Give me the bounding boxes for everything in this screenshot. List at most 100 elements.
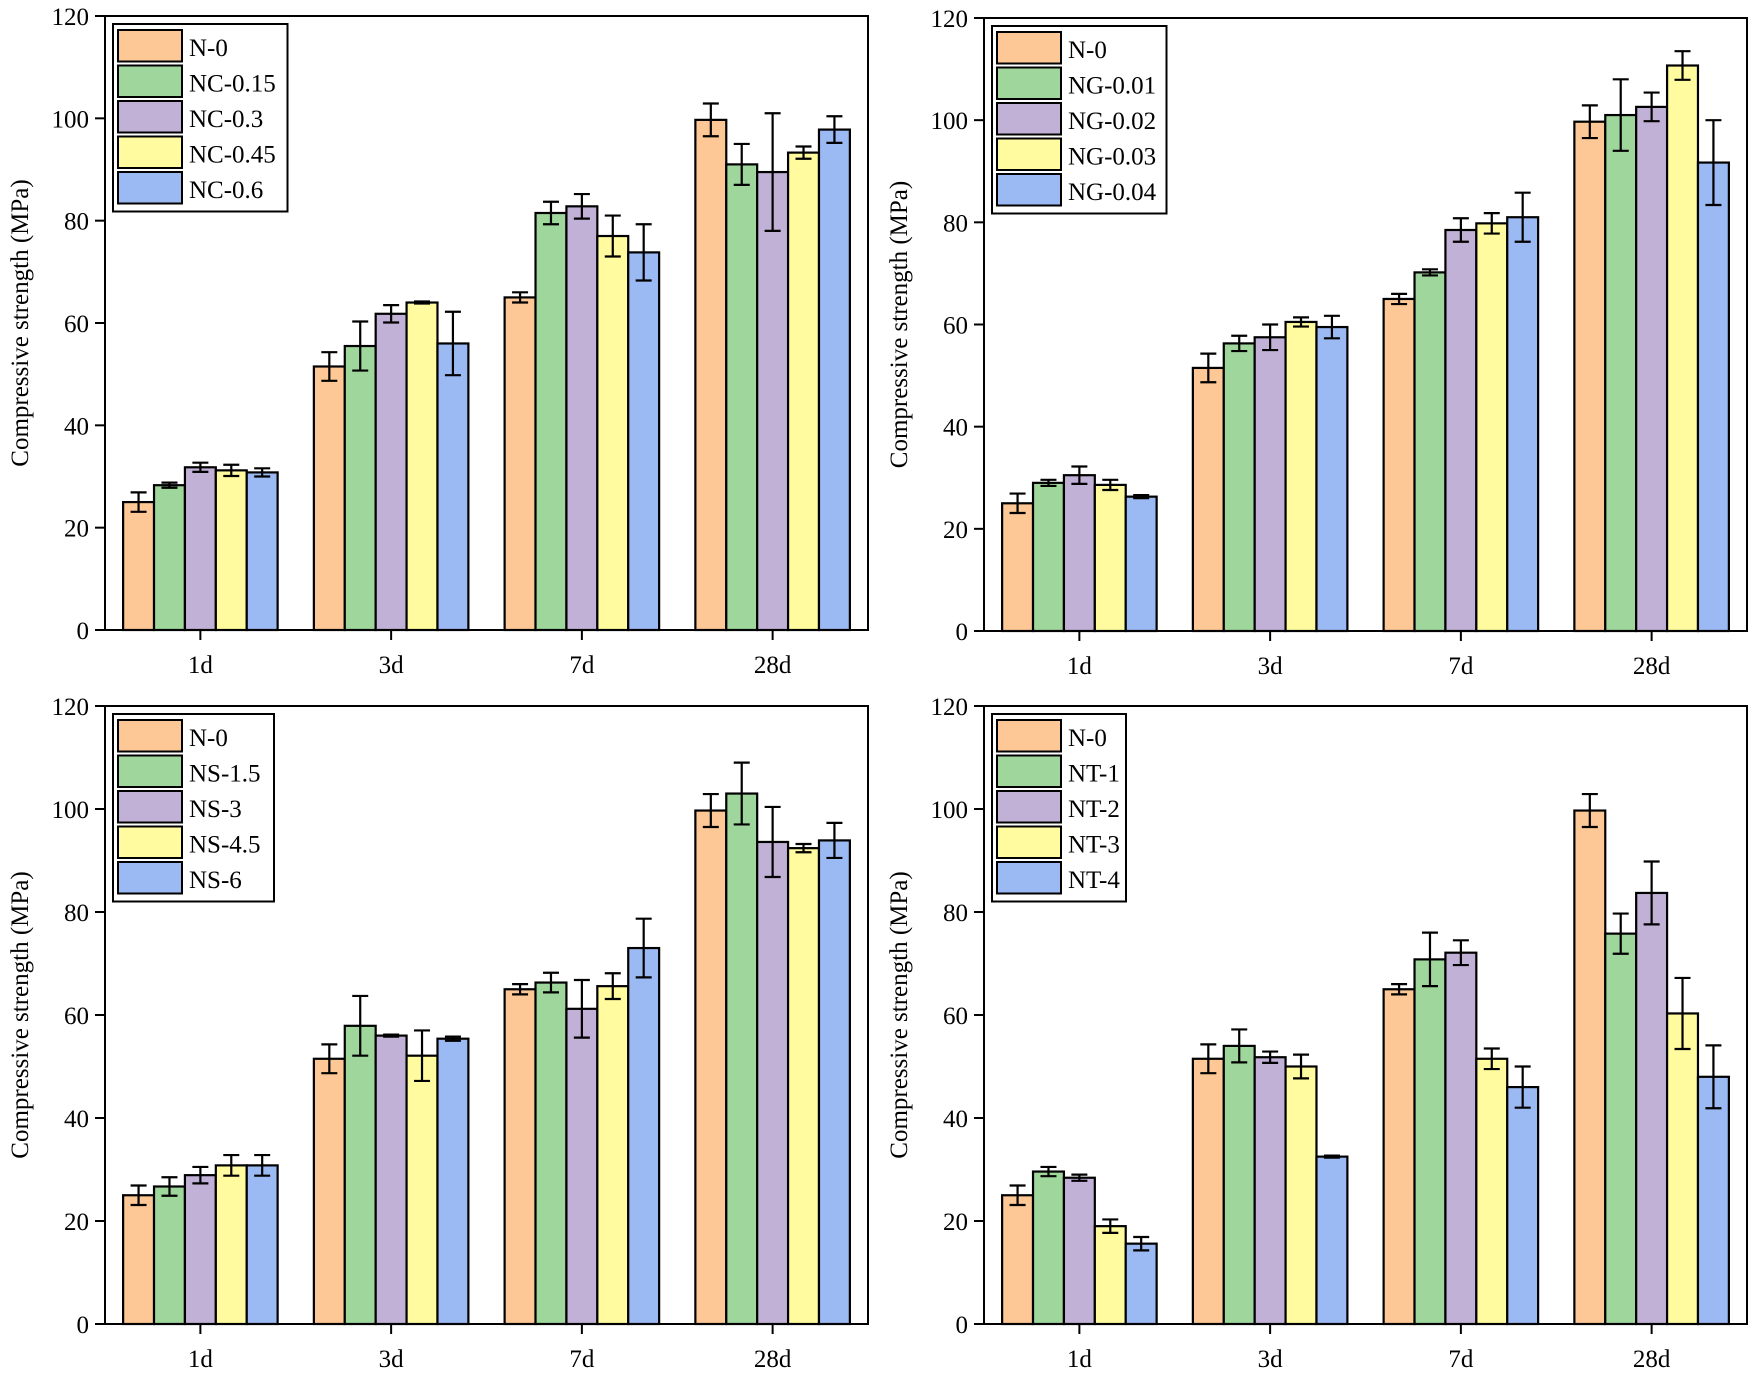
y-tick-label: 20 — [943, 1209, 968, 1236]
error-bar — [764, 805, 781, 879]
bar — [1093, 483, 1127, 633]
error-bar — [1514, 191, 1531, 243]
bar — [1696, 1075, 1730, 1326]
bar — [786, 847, 821, 1326]
chart-panel-bottom-right: 0 20 40 60 80 100 120 1d 3d 7d 28d Compressive stre… — [886, 694, 1748, 1373]
bar — [1001, 1194, 1035, 1326]
legend-label: NG-0.01 — [1068, 73, 1156, 100]
bar — [756, 840, 790, 1326]
error-bar — [733, 142, 750, 186]
error-bar — [1102, 1218, 1119, 1234]
error-bar — [1133, 494, 1150, 500]
error-bar — [1391, 982, 1408, 996]
series-NT-1 — [1031, 912, 1638, 1326]
bar — [1635, 891, 1669, 1326]
bar — [436, 1037, 470, 1326]
bar — [1604, 113, 1638, 633]
bar — [245, 471, 279, 632]
bar — [534, 211, 568, 632]
legend-swatch — [117, 29, 183, 63]
bar — [1413, 958, 1447, 1326]
error-bar — [1323, 314, 1340, 340]
y-tick-label: 100 — [931, 108, 969, 135]
error-bar — [1293, 1053, 1310, 1080]
x-tick-label: 1d — [188, 652, 214, 679]
y-tick-label: 120 — [931, 694, 969, 721]
y-tick-label: 40 — [64, 413, 89, 440]
legend-swatch — [117, 64, 183, 98]
bar — [596, 234, 630, 632]
x-tick-label: 3d — [1258, 1346, 1284, 1373]
x-tick-label: 7d — [569, 652, 595, 679]
error-bar — [764, 112, 781, 232]
bar — [1444, 228, 1478, 633]
legend-swatch — [996, 754, 1062, 788]
bar — [122, 1194, 156, 1326]
legend-label: NG-0.03 — [1068, 144, 1156, 171]
legend-label: NC-0.6 — [189, 177, 263, 204]
legend-swatch — [996, 66, 1062, 100]
error-bar — [1071, 465, 1088, 485]
y-tick-label: 0 — [77, 618, 90, 645]
bar — [1124, 495, 1158, 633]
series-NT-2 — [1062, 860, 1669, 1326]
legend-label: NT-1 — [1068, 761, 1120, 788]
error-bar — [1421, 268, 1438, 277]
x-tick-label: 1d — [1067, 1346, 1093, 1373]
legend-label: NT-3 — [1068, 832, 1120, 859]
legend-swatch — [996, 790, 1062, 824]
y-tick-label: 0 — [77, 1312, 90, 1339]
bar — [1413, 271, 1447, 633]
bar — [565, 205, 599, 632]
error-bar — [223, 463, 240, 478]
bar — [1475, 222, 1509, 633]
series-NT-4 — [1124, 1044, 1730, 1326]
legend-label: NT-4 — [1068, 867, 1120, 894]
bar — [183, 466, 217, 632]
legend-label: N-0 — [1068, 37, 1107, 64]
legend-swatch — [117, 861, 183, 895]
error-bar — [1705, 1044, 1722, 1110]
bar — [1604, 932, 1638, 1326]
bar — [374, 1034, 408, 1326]
x-tick-label: 1d — [1067, 653, 1093, 680]
error-bar — [512, 982, 529, 996]
bar — [1191, 366, 1225, 633]
x-tick-label: 3d — [379, 1346, 405, 1373]
y-tick-label: 20 — [64, 516, 89, 543]
legend-swatch — [117, 171, 183, 205]
error-bar — [542, 971, 559, 994]
bar — [817, 839, 851, 1326]
bar — [1665, 64, 1700, 633]
bar — [343, 344, 377, 632]
bar — [627, 946, 661, 1326]
bar — [1506, 216, 1540, 633]
y-axis-title: Compressive strength (MPa) — [7, 871, 34, 1158]
legend-label: NC-0.45 — [189, 142, 276, 169]
legend-label: N-0 — [1068, 725, 1107, 752]
series-N-0 — [1001, 104, 1607, 633]
bar — [596, 985, 630, 1326]
legend-label: NS-4.5 — [189, 832, 261, 859]
legend: N-0 NS-1.5 NS-3 NS-4.5 NS-6 — [112, 713, 275, 903]
error-bar — [795, 842, 812, 854]
y-tick-label: 100 — [52, 106, 90, 133]
legend-label: NG-0.02 — [1068, 108, 1156, 135]
chart-panel-top-left: 0 20 40 60 80 100 120 1d 3d 7d 28d Compressive stre… — [7, 4, 869, 679]
error-bar — [321, 351, 338, 382]
chart-panel-top-right: 0 20 40 60 80 100 120 1d 3d 7d 28d Compressive stre… — [886, 6, 1748, 680]
x-tick-label: 28d — [754, 1346, 792, 1373]
chart-panel-bottom-left: 0 20 40 60 80 100 120 1d 3d 7d 28d Compressive stre… — [7, 694, 869, 1373]
y-tick-label: 80 — [64, 900, 89, 927]
legend-swatch — [117, 754, 183, 788]
error-bar — [1643, 91, 1660, 123]
bar — [343, 1024, 377, 1326]
error-bar — [1071, 1173, 1088, 1182]
error-bar — [383, 1033, 400, 1038]
error-bar — [1705, 119, 1722, 207]
error-bar — [604, 972, 621, 1001]
bar — [1573, 809, 1607, 1326]
error-bar — [352, 994, 369, 1057]
bar — [1062, 1176, 1096, 1326]
y-tick-label: 60 — [64, 311, 89, 338]
